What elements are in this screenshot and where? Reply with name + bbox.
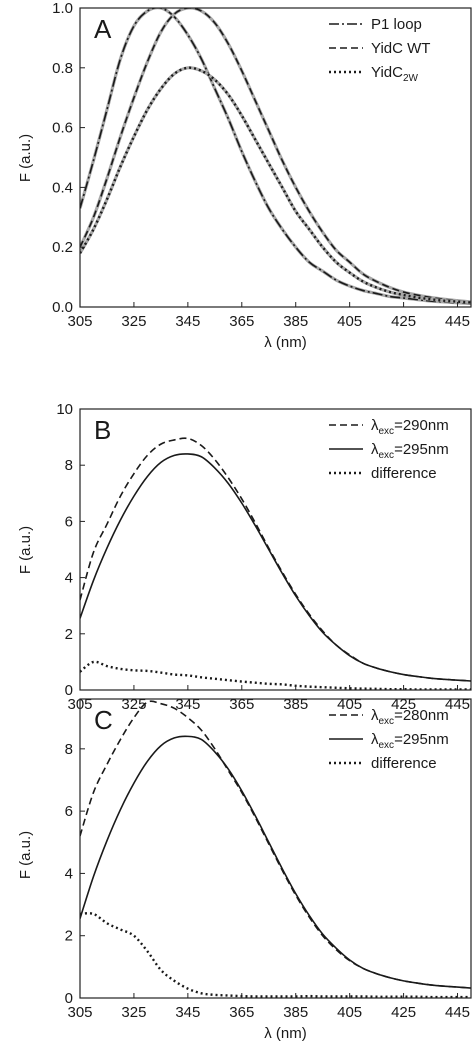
y-tick-label: 4 <box>65 865 73 882</box>
x-axis-label: λ (nm) <box>264 334 307 351</box>
panel-c: 0 2 4 6 8 305 325 345 365 385 405 425 445 λ (nm) F (a.… <box>17 698 472 1042</box>
panel-letter: B <box>94 415 111 445</box>
legend-label: YidC WT <box>371 40 430 57</box>
legend-label: P1 loop <box>371 16 422 33</box>
y-tick-label: 0.2 <box>52 239 73 256</box>
legend-label-sub: exc <box>379 426 395 437</box>
legend-label-main: difference <box>371 465 437 482</box>
y-tick-label: 0.6 <box>52 120 73 137</box>
x-tick-label: 345 <box>175 696 200 713</box>
legend-label-main: YidC <box>371 64 403 81</box>
x-tick-label: 365 <box>229 696 254 713</box>
x-tick-label: 365 <box>229 1004 254 1021</box>
x-tick-label: 325 <box>121 1004 146 1021</box>
x-tick-label: 445 <box>445 696 470 713</box>
series-line <box>80 8 471 305</box>
series-line <box>80 8 471 303</box>
legend-label: difference <box>371 465 437 482</box>
plot-frame <box>79 408 472 691</box>
legend-label-main: λ <box>371 731 379 748</box>
x-tick-label: 385 <box>283 313 308 330</box>
x-tick-label: 405 <box>337 696 362 713</box>
y-tick-label: 0 <box>65 682 73 699</box>
legend-label: difference <box>371 755 437 772</box>
series-line <box>80 66 471 304</box>
x-tick-label: 325 <box>121 696 146 713</box>
y-tick-label: 1.0 <box>52 0 73 17</box>
series-line <box>80 735 471 989</box>
legend-label: λexc=290nm <box>371 417 449 437</box>
legend-label-tail: =290nm <box>394 417 449 434</box>
legend-label-tail: =280nm <box>394 707 449 724</box>
x-tick-label: 305 <box>67 313 92 330</box>
y-tick-label: 10 <box>56 401 73 418</box>
legend-label-sub: exc <box>379 450 395 461</box>
plot-frame <box>79 7 472 308</box>
legend-label: YidC2W <box>371 64 419 84</box>
legend-label-tail: =295nm <box>394 731 449 748</box>
legend-label: λexc=295nm <box>371 441 449 461</box>
y-tick-label: 0.8 <box>52 60 73 77</box>
x-tick-label: 405 <box>337 313 362 330</box>
x-tick-label: 345 <box>175 1004 200 1021</box>
x-tick-label: 345 <box>175 313 200 330</box>
legend-label-main: λ <box>371 441 379 458</box>
series-line <box>80 453 471 682</box>
fit-line <box>80 66 471 305</box>
legend-label-sub: 2W <box>403 73 419 84</box>
series-line <box>80 660 471 690</box>
x-tick-label: 425 <box>391 696 416 713</box>
x-tick-label: 385 <box>283 696 308 713</box>
y-tick-label: 8 <box>65 457 73 474</box>
x-tick-label: 365 <box>229 313 254 330</box>
y-tick-label: 8 <box>65 741 73 758</box>
y-axis-label: F (a.u.) <box>17 526 34 574</box>
legend-label: λexc=280nm <box>371 707 449 727</box>
legend-label-main: difference <box>371 755 437 772</box>
legend-label-tail: =295nm <box>394 441 449 458</box>
legend-label-main: λ <box>371 707 379 724</box>
y-tick-label: 0.0 <box>52 299 73 316</box>
panel-letter: C <box>94 705 113 735</box>
legend-label-main: YidC WT <box>371 40 430 57</box>
legend-label-main: λ <box>371 417 379 434</box>
y-tick-label: 6 <box>65 513 73 530</box>
x-tick-label: 385 <box>283 1004 308 1021</box>
y-tick-label: 2 <box>65 626 73 643</box>
legend-label-main: P1 loop <box>371 16 422 33</box>
series-line <box>80 912 471 998</box>
y-tick-label: 6 <box>65 803 73 820</box>
x-tick-label: 405 <box>337 1004 362 1021</box>
y-tick-label: 4 <box>65 570 73 587</box>
legend-label-sub: exc <box>379 716 395 727</box>
panel-letter: A <box>94 14 112 44</box>
x-tick-label: 445 <box>445 1004 470 1021</box>
x-tick-label: 445 <box>445 313 470 330</box>
y-tick-label: 0 <box>65 990 73 1007</box>
legend-label-sub: exc <box>379 740 395 751</box>
x-tick-label: 305 <box>67 1004 92 1021</box>
y-tick-label: 0.4 <box>52 179 73 196</box>
plot-frame <box>79 698 472 999</box>
y-tick-label: 2 <box>65 928 73 945</box>
x-axis-label: λ (nm) <box>264 1025 307 1042</box>
y-axis-label: F (a.u.) <box>17 831 34 879</box>
x-tick-label: 425 <box>391 313 416 330</box>
legend-label: λexc=295nm <box>371 731 449 751</box>
x-tick-label: 425 <box>391 1004 416 1021</box>
x-tick-label: 325 <box>121 313 146 330</box>
panel-a: 0.0 0.2 0.4 0.6 0.8 1.0 305 325 345 365 385 405 425 4… <box>17 0 472 351</box>
y-axis-label: F (a.u.) <box>17 134 34 182</box>
